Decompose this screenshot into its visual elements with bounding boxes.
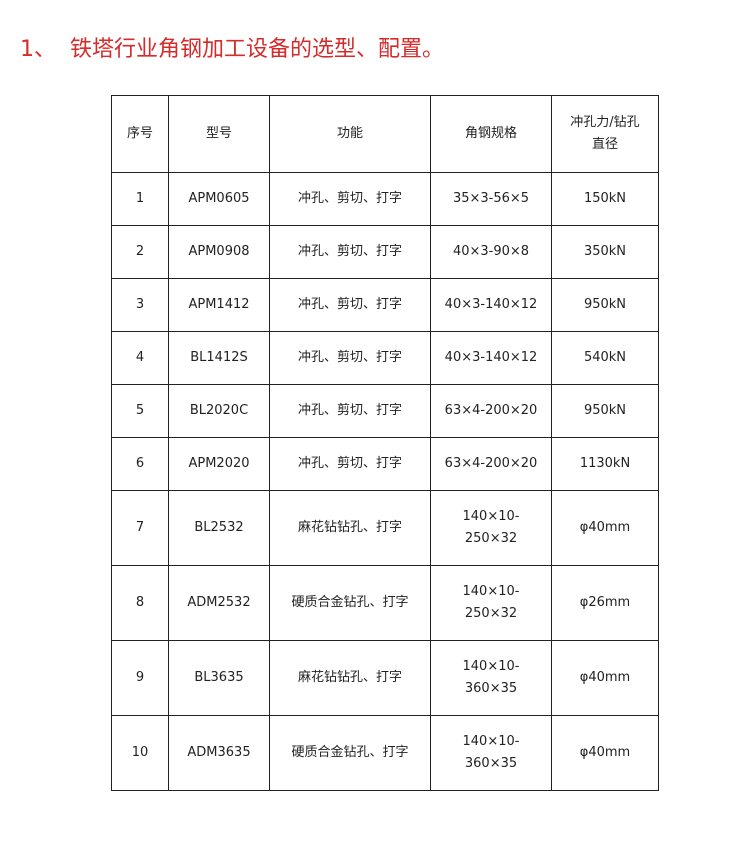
header-cell: 功能 [269,95,431,173]
table-cell: 硬质合金钻孔、打字 [269,565,431,641]
page-title: 1、 铁塔行业角钢加工设备的选型、配置。 [20,37,444,62]
table-cell: 麻花钻钻孔、打字 [269,490,431,566]
table-cell: 40×3-140×12 [430,331,552,385]
table-row: 2 APM0908 冲孔、剪切、打字 40×3-90×8 350kN [111,225,659,279]
table-cell: 63×4-200×20 [430,384,552,438]
table-cell: BL1412S [168,331,270,385]
table-row: 1 APM0605 冲孔、剪切、打字 35×3-56×5 150kN [111,172,659,226]
table-cell: 140×10-250×32 [430,490,552,566]
table-row: 3 APM1412 冲孔、剪切、打字 40×3-140×12 950kN [111,278,659,332]
table-cell: BL3635 [168,640,270,716]
table-cell: 冲孔、剪切、打字 [269,331,431,385]
table-row: 5 BL2020C 冲孔、剪切、打字 63×4-200×20 950kN [111,384,659,438]
table-cell: φ26mm [551,565,659,641]
table-cell: 3 [111,278,169,332]
table-cell: 10 [111,715,169,791]
table-cell: 冲孔、剪切、打字 [269,437,431,491]
table-cell: 5 [111,384,169,438]
table-cell: 冲孔、剪切、打字 [269,172,431,226]
table-cell: 2 [111,225,169,279]
table-cell: APM0908 [168,225,270,279]
table-cell: 40×3-140×12 [430,278,552,332]
table-cell: φ40mm [551,490,659,566]
table-cell: BL2020C [168,384,270,438]
table-cell: 350kN [551,225,659,279]
table-cell: 140×10-250×32 [430,565,552,641]
table-cell: 硬质合金钻孔、打字 [269,715,431,791]
table-cell: ADM3635 [168,715,270,791]
table-cell: 950kN [551,278,659,332]
table-cell: BL2532 [168,490,270,566]
table-cell: 40×3-90×8 [430,225,552,279]
table-cell: 63×4-200×20 [430,437,552,491]
table-cell: APM0605 [168,172,270,226]
header-cell: 序号 [111,95,169,173]
table-cell: 冲孔、剪切、打字 [269,278,431,332]
table-row: 4 BL1412S 冲孔、剪切、打字 40×3-140×12 540kN [111,331,659,385]
table-cell: 35×3-56×5 [430,172,552,226]
header-cell: 冲孔力/钻孔直径 [551,95,659,173]
table-cell: 4 [111,331,169,385]
table-cell: 540kN [551,331,659,385]
table-row: 10 ADM3635 硬质合金钻孔、打字 140×10-360×35 φ40mm [111,715,659,791]
table-cell: 麻花钻钻孔、打字 [269,640,431,716]
table-cell: 1130kN [551,437,659,491]
table-cell: 150kN [551,172,659,226]
table-cell: 冲孔、剪切、打字 [269,225,431,279]
table-row: 8 ADM2532 硬质合金钻孔、打字 140×10-250×32 φ26mm [111,565,659,641]
table-row: 7 BL2532 麻花钻钻孔、打字 140×10-250×32 φ40mm [111,490,659,566]
table-cell: APM1412 [168,278,270,332]
equipment-table: 序号 型号 功能 角钢规格 冲孔力/钻孔直径 1 APM0605 冲孔、剪切、打字 3… [111,95,659,791]
header-cell: 角钢规格 [430,95,552,173]
table-cell: 8 [111,565,169,641]
table-cell: 950kN [551,384,659,438]
table-cell: 9 [111,640,169,716]
header-row: 序号 型号 功能 角钢规格 冲孔力/钻孔直径 [111,95,659,173]
table-cell: φ40mm [551,640,659,716]
header-cell: 型号 [168,95,270,173]
table-cell: ADM2532 [168,565,270,641]
table-cell: 1 [111,172,169,226]
table-row: 6 APM2020 冲孔、剪切、打字 63×4-200×20 1130kN [111,437,659,491]
table-cell: 7 [111,490,169,566]
table-cell: 6 [111,437,169,491]
table-cell: φ40mm [551,715,659,791]
table-cell: 140×10-360×35 [430,640,552,716]
table-cell: 140×10-360×35 [430,715,552,791]
table-cell: APM2020 [168,437,270,491]
table-row: 9 BL3635 麻花钻钻孔、打字 140×10-360×35 φ40mm [111,640,659,716]
table-cell: 冲孔、剪切、打字 [269,384,431,438]
